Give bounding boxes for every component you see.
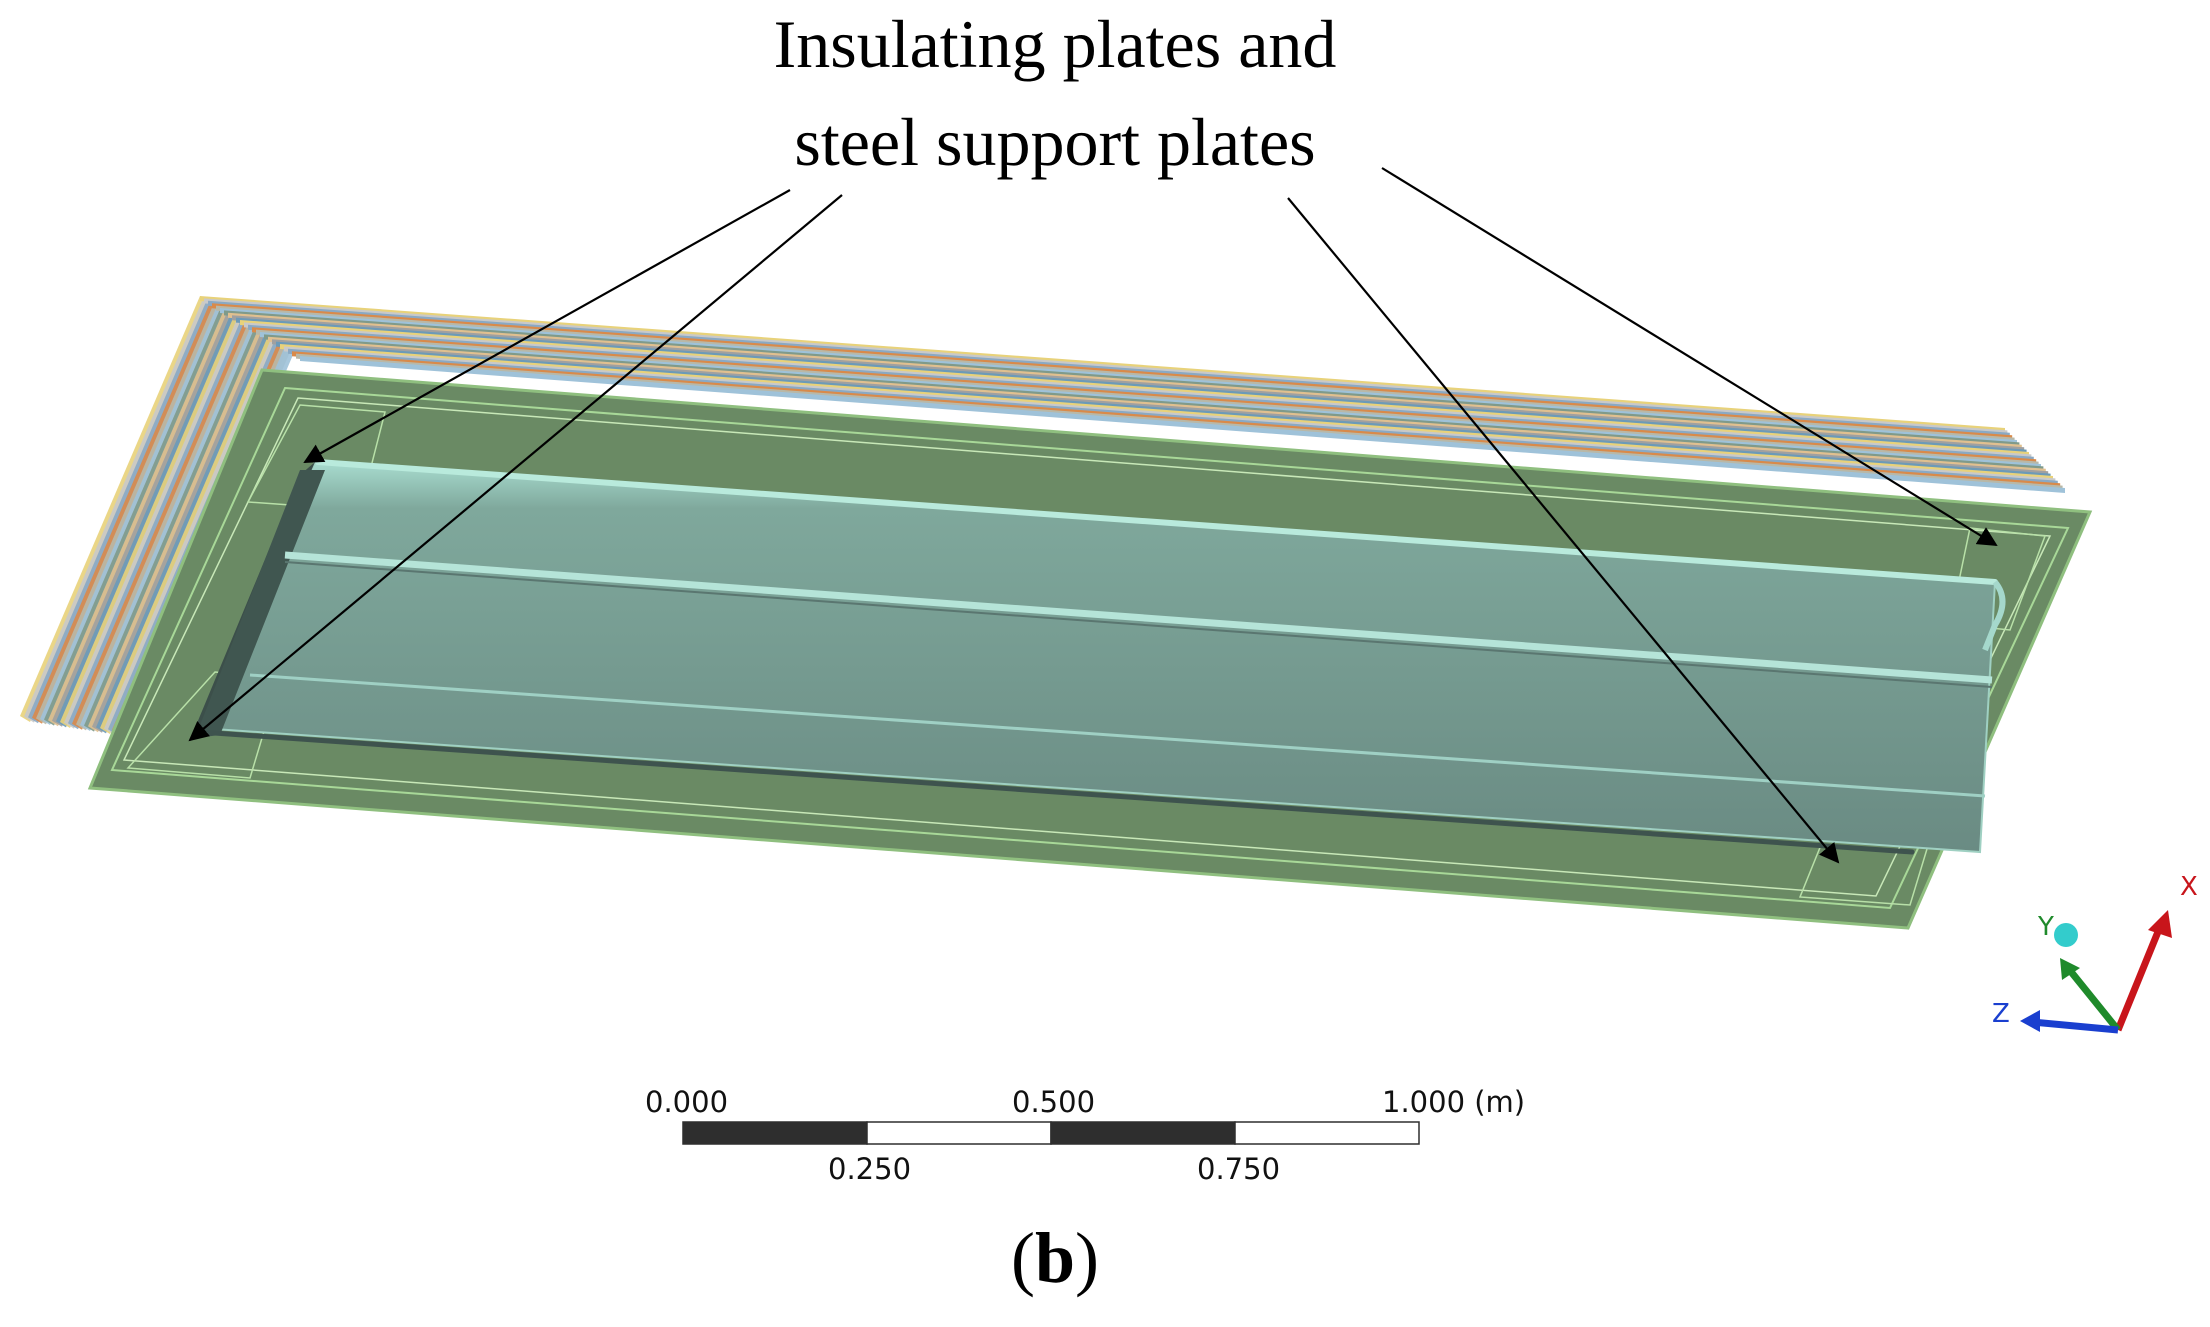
scale-bar-segment xyxy=(1050,1121,1236,1145)
layer-edge-top xyxy=(300,356,2065,493)
figure-caption: (b) xyxy=(0,1222,2110,1294)
callout-arrow-3 xyxy=(1287,197,1840,864)
steel-channel-rib-1-shadow xyxy=(284,561,1993,688)
x-axis-label: X xyxy=(2180,872,2198,902)
caption-letter: b xyxy=(1034,1218,1076,1298)
scale-label-1-0: 1.000 (m) xyxy=(1382,1085,1526,1119)
z-axis-arrowhead xyxy=(2020,1010,2040,1032)
axis-origin-sphere xyxy=(2054,923,2078,947)
y-axis-arrow xyxy=(2065,965,2121,1033)
scale-label-0: 0.000 xyxy=(645,1085,729,1119)
steel-channel-left-face xyxy=(195,470,325,738)
callout-text-line-2: steel support plates xyxy=(794,104,1316,180)
steel-channel-rib-1 xyxy=(284,551,1993,684)
z-axis-label: Z xyxy=(1992,999,2010,1029)
scale-bar-segment xyxy=(1234,1121,1420,1145)
callout-text-line-1: Insulating plates and xyxy=(773,6,1337,82)
insulating-layer-stack-top xyxy=(200,296,2065,493)
scale-label-0-75: 0.750 xyxy=(1197,1152,1281,1186)
base-plate-border xyxy=(110,386,2070,910)
steel-channel-top-edge xyxy=(315,459,1998,585)
callout-arrow-2 xyxy=(188,194,843,742)
callout-arrow-4 xyxy=(1381,167,1998,547)
steel-channel-end-curl xyxy=(1982,580,2006,652)
caption-open-paren: ( xyxy=(1010,1218,1035,1298)
scale-bar-segment xyxy=(682,1121,868,1145)
scale-label-0-5: 0.500 xyxy=(1012,1085,1096,1119)
scale-bar xyxy=(682,1121,1420,1145)
callout-arrow-1 xyxy=(303,189,791,463)
steel-channel-rib-2 xyxy=(249,673,1986,798)
y-axis-label: Y xyxy=(2037,912,2054,942)
axis-triad: X Y Z xyxy=(1992,872,2198,1034)
steel-channel-bottom-edge xyxy=(197,729,1915,855)
z-axis-arrow xyxy=(2031,1018,2119,1034)
caption-close-paren: ) xyxy=(1075,1218,1099,1298)
scale-bar-segment xyxy=(866,1121,1052,1145)
base-plate-inner-border xyxy=(122,397,2052,897)
scale-label-0-25: 0.250 xyxy=(828,1152,912,1186)
y-axis-arrowhead xyxy=(2060,958,2080,980)
x-axis-arrow xyxy=(2114,920,2166,1032)
x-axis-arrowhead xyxy=(2148,910,2172,938)
